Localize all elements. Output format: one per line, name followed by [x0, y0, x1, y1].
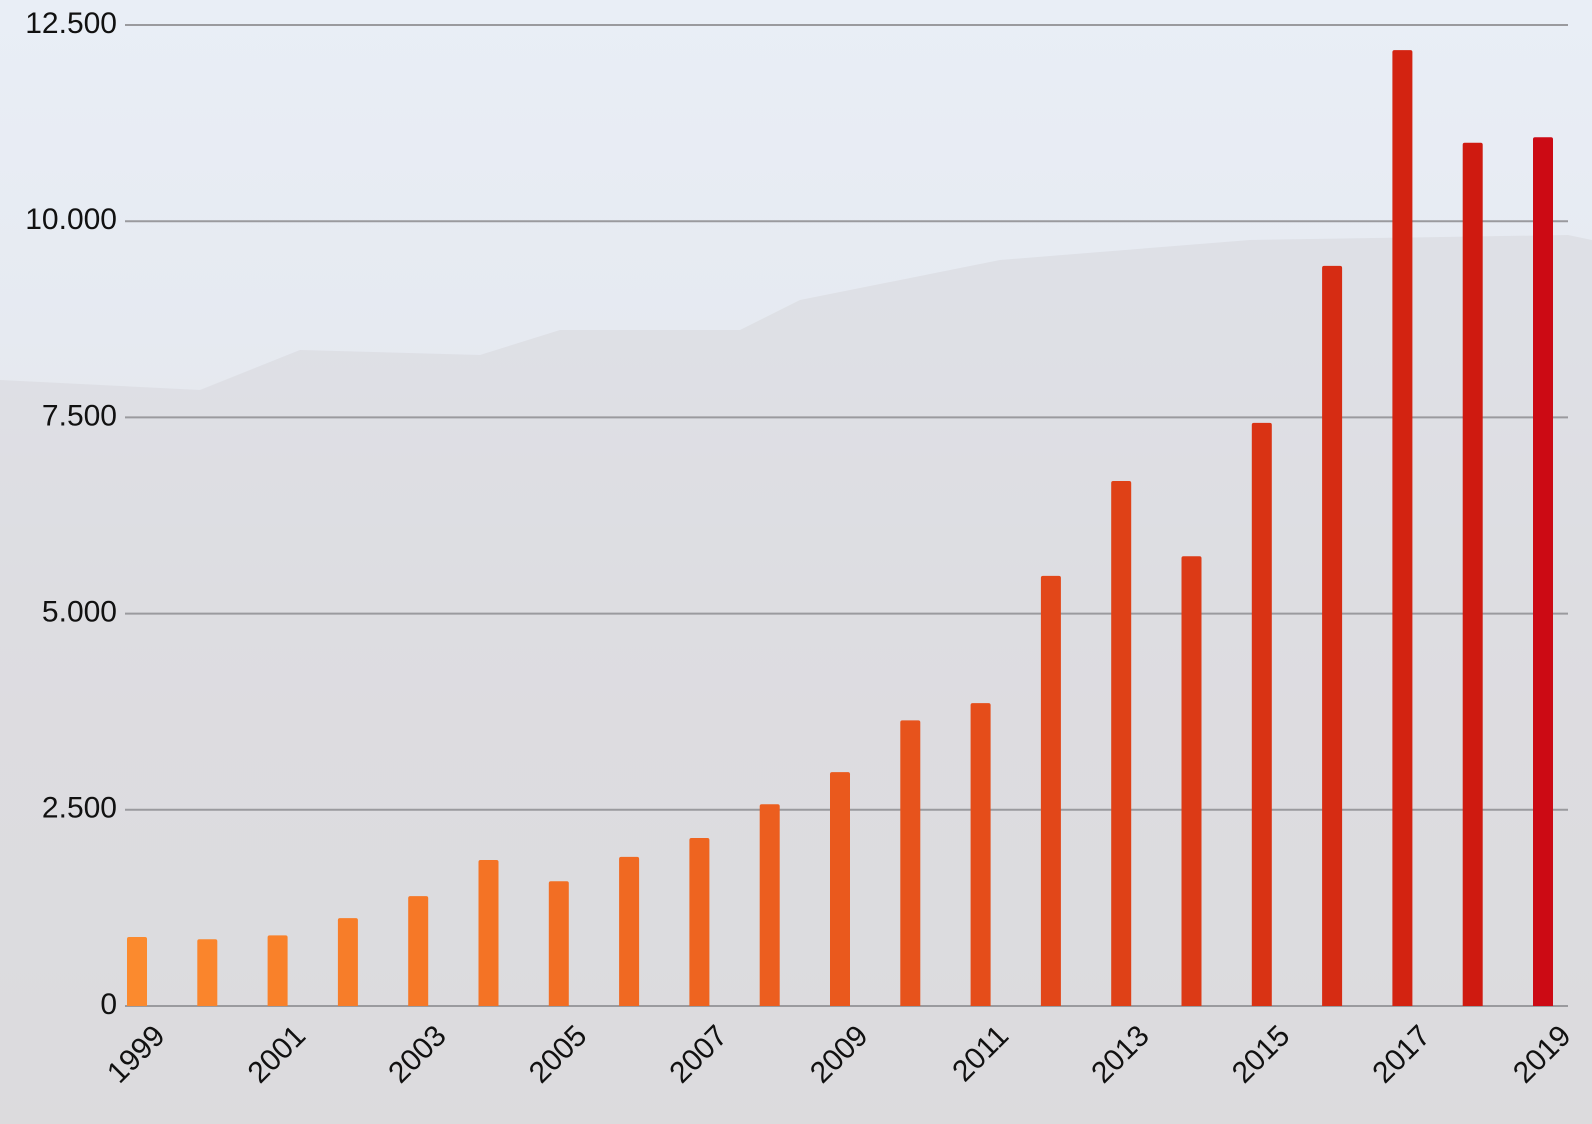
bar [1111, 481, 1131, 1006]
bar [549, 881, 569, 1006]
bar [1252, 423, 1272, 1006]
bar [1392, 50, 1412, 1006]
bar [619, 857, 639, 1006]
bar [971, 703, 991, 1006]
bar [1463, 143, 1483, 1006]
bar [760, 804, 780, 1006]
bar [900, 720, 920, 1006]
background-hills [0, 235, 1592, 1124]
bar [268, 935, 288, 1006]
chart: 02.5005.0007.50010.00012.500199920012003… [0, 0, 1592, 1124]
bar [689, 838, 709, 1006]
y-tick-label: 7.500 [42, 399, 117, 432]
bar [479, 860, 499, 1006]
bar [1182, 556, 1202, 1006]
y-tick-label: 5.000 [42, 596, 117, 629]
bar [408, 896, 428, 1006]
y-tick-label: 0 [100, 988, 117, 1021]
bar [197, 939, 217, 1006]
y-tick-label: 2.500 [42, 792, 117, 825]
bar [1533, 137, 1553, 1006]
page: 02.5005.0007.50010.00012.500199920012003… [0, 0, 1592, 1124]
bar [127, 937, 147, 1006]
bar [1041, 576, 1061, 1006]
bar [1322, 266, 1342, 1006]
y-tick-label: 10.000 [25, 203, 117, 236]
bar [338, 918, 358, 1006]
y-tick-label: 12.500 [25, 7, 117, 40]
bar [830, 772, 850, 1006]
